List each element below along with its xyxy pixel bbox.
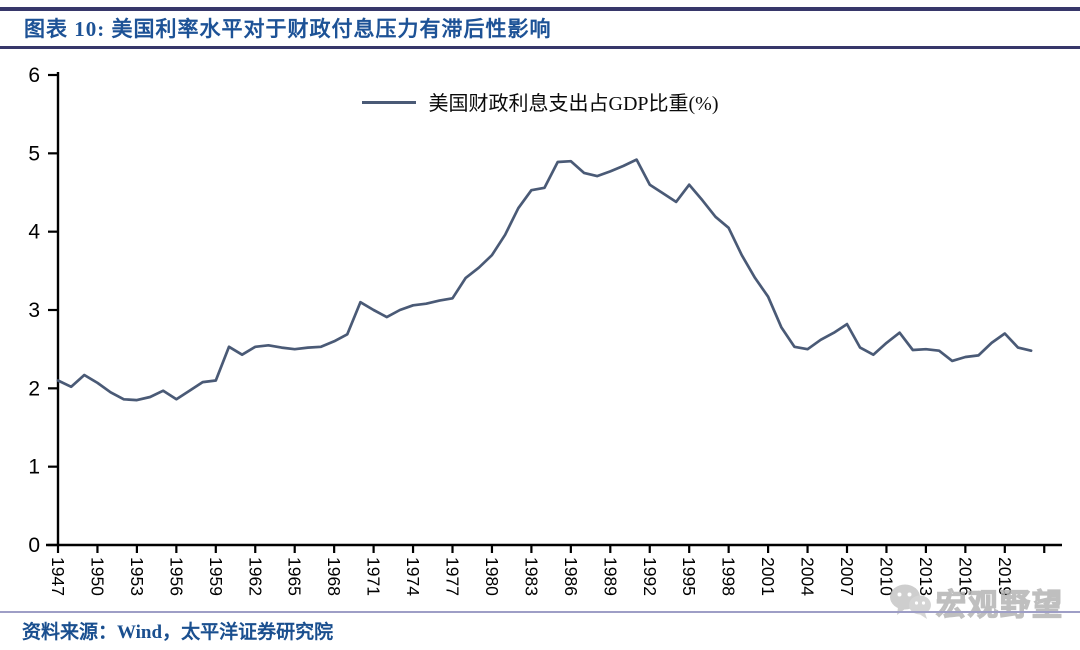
figure-title: 图表 10: 美国利率水平对于财政付息压力有滞后性影响 <box>24 17 552 41</box>
x-tick-label: 1980 <box>482 557 502 596</box>
source-note: 资料来源：Wind，太平洋证券研究院 <box>22 622 334 643</box>
x-tick-label: 2010 <box>876 557 896 596</box>
x-tick-label: 1965 <box>285 557 305 596</box>
x-tick-label: 1962 <box>245 557 265 596</box>
x-tick-label: 1950 <box>87 557 107 596</box>
x-tick-label: 2001 <box>758 557 778 596</box>
x-tick-label: 1992 <box>640 557 660 596</box>
x-tick-label: 1971 <box>364 557 384 596</box>
y-tick-label: 3 <box>28 299 40 322</box>
series-line <box>56 158 1033 402</box>
x-tick-label: 1956 <box>166 557 186 596</box>
watermark: 宏观野望 <box>888 580 1064 624</box>
footer-rule <box>0 611 1080 613</box>
x-tick-label: 1983 <box>521 557 541 596</box>
wechat-icon <box>890 584 931 619</box>
watermark-text: 宏观野望 <box>935 588 1064 622</box>
x-tick-label: 2013 <box>916 557 936 596</box>
x-tick-label: 2016 <box>955 557 975 596</box>
x-tick-label: 1968 <box>324 557 344 596</box>
y-tick-label: 2 <box>28 377 40 400</box>
x-tick-label: 2007 <box>837 557 857 596</box>
x-tick-label: 1974 <box>403 557 423 596</box>
x-tick-label: 2004 <box>798 557 818 596</box>
x-tick-label: 1998 <box>719 557 739 596</box>
y-tick-label: 5 <box>28 142 40 165</box>
x-tick-label: 1995 <box>679 557 699 596</box>
y-tick-label: 4 <box>28 221 40 244</box>
x-tick-label: 1977 <box>443 557 463 596</box>
x-tick-label: 1947 <box>48 557 68 596</box>
title-underline-rule <box>0 46 1080 49</box>
x-tick-label: 1989 <box>600 557 620 596</box>
y-tick-label: 1 <box>28 456 40 479</box>
y-tick-label: 6 <box>28 64 40 87</box>
x-tick-label: 1959 <box>206 557 226 596</box>
x-tick-label: 2019 <box>995 557 1015 596</box>
top-rule <box>0 7 1080 11</box>
x-tick-label: 1953 <box>127 557 147 596</box>
x-tick-label: 1986 <box>561 557 581 596</box>
y-tick-label: 0 <box>28 534 40 557</box>
